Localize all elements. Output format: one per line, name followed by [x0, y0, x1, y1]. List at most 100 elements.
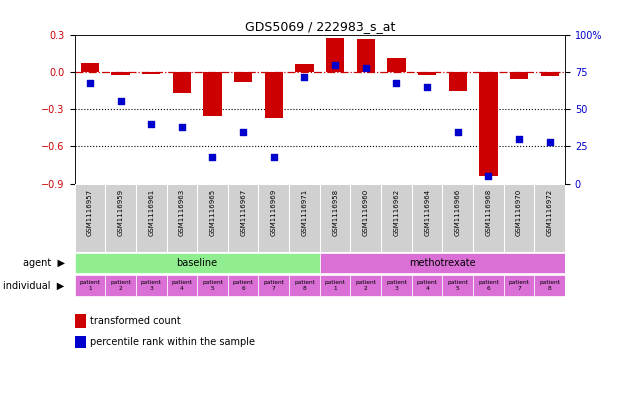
Text: individual  ▶: individual ▶ — [4, 281, 65, 290]
Point — [269, 154, 279, 160]
Bar — [142, 72, 160, 73]
Point — [299, 74, 309, 80]
Text: GSM1116962: GSM1116962 — [394, 189, 399, 236]
Point — [330, 62, 340, 68]
Bar — [289, 275, 320, 296]
Point — [391, 80, 401, 86]
FancyBboxPatch shape — [75, 184, 105, 252]
Text: patient
8: patient 8 — [540, 280, 560, 291]
Point — [238, 129, 248, 135]
Text: methotrexate: methotrexate — [409, 258, 476, 268]
Bar — [473, 275, 504, 296]
Point — [85, 80, 95, 86]
FancyBboxPatch shape — [535, 184, 565, 252]
Bar — [412, 275, 442, 296]
Bar — [448, 72, 467, 91]
Bar — [381, 275, 412, 296]
Text: patient
7: patient 7 — [263, 280, 284, 291]
Text: GSM1116970: GSM1116970 — [516, 189, 522, 236]
Bar — [540, 72, 559, 76]
Point — [146, 121, 156, 127]
Bar — [418, 72, 437, 75]
Point — [207, 154, 217, 160]
Bar — [320, 275, 350, 296]
Point — [177, 124, 187, 130]
Bar — [326, 38, 345, 72]
Bar — [479, 72, 497, 176]
Bar — [203, 72, 222, 116]
FancyBboxPatch shape — [381, 184, 412, 252]
Text: patient
2: patient 2 — [110, 280, 131, 291]
Point — [361, 65, 371, 71]
Bar — [388, 58, 406, 72]
Text: patient
3: patient 3 — [386, 280, 407, 291]
FancyBboxPatch shape — [136, 184, 166, 252]
FancyBboxPatch shape — [504, 184, 535, 252]
Text: GSM1116963: GSM1116963 — [179, 189, 185, 236]
Text: GSM1116958: GSM1116958 — [332, 189, 338, 236]
Text: GSM1116961: GSM1116961 — [148, 189, 154, 236]
Text: GSM1116964: GSM1116964 — [424, 189, 430, 236]
FancyBboxPatch shape — [228, 184, 258, 252]
Point — [116, 97, 125, 104]
Text: GSM1116967: GSM1116967 — [240, 189, 246, 236]
Bar — [173, 72, 191, 94]
FancyBboxPatch shape — [289, 184, 320, 252]
Bar — [234, 72, 252, 82]
Text: patient
5: patient 5 — [202, 280, 223, 291]
Text: patient
1: patient 1 — [79, 280, 100, 291]
Text: patient
6: patient 6 — [478, 280, 499, 291]
Text: patient
2: patient 2 — [355, 280, 376, 291]
Text: GSM1116966: GSM1116966 — [455, 189, 461, 236]
Point — [453, 129, 463, 135]
FancyBboxPatch shape — [197, 184, 228, 252]
Bar — [265, 72, 283, 118]
Point — [514, 136, 524, 142]
Text: GSM1116960: GSM1116960 — [363, 189, 369, 236]
Bar — [442, 275, 473, 296]
Text: agent  ▶: agent ▶ — [23, 258, 65, 268]
Text: GSM1116957: GSM1116957 — [87, 189, 93, 236]
Text: GSM1116959: GSM1116959 — [117, 189, 124, 236]
FancyBboxPatch shape — [442, 184, 473, 252]
Bar — [228, 275, 258, 296]
FancyBboxPatch shape — [258, 184, 289, 252]
Bar — [510, 72, 528, 79]
Text: GSM1116969: GSM1116969 — [271, 189, 277, 236]
Bar — [197, 275, 228, 296]
Text: patient
4: patient 4 — [417, 280, 438, 291]
FancyBboxPatch shape — [473, 184, 504, 252]
Bar — [535, 275, 565, 296]
Text: GSM1116971: GSM1116971 — [301, 189, 307, 236]
Text: patient
4: patient 4 — [171, 280, 193, 291]
Bar — [296, 64, 314, 72]
Bar — [350, 275, 381, 296]
Point — [545, 139, 555, 145]
Text: patient
7: patient 7 — [509, 280, 530, 291]
FancyBboxPatch shape — [412, 184, 442, 252]
FancyBboxPatch shape — [350, 184, 381, 252]
Bar — [504, 275, 535, 296]
Point — [484, 173, 494, 179]
Bar — [75, 275, 105, 296]
Bar — [136, 275, 166, 296]
Bar — [166, 275, 197, 296]
Point — [422, 84, 432, 90]
FancyBboxPatch shape — [166, 184, 197, 252]
Text: GSM1116968: GSM1116968 — [486, 189, 491, 236]
Bar — [320, 253, 565, 274]
Text: GSM1116972: GSM1116972 — [546, 189, 553, 236]
Bar — [105, 275, 136, 296]
FancyBboxPatch shape — [320, 184, 350, 252]
Text: transformed count: transformed count — [90, 316, 181, 327]
Text: patient
6: patient 6 — [233, 280, 253, 291]
Text: patient
3: patient 3 — [141, 280, 161, 291]
Bar — [356, 39, 375, 72]
Bar — [111, 72, 130, 75]
FancyBboxPatch shape — [105, 184, 136, 252]
Bar — [258, 275, 289, 296]
Text: patient
8: patient 8 — [294, 280, 315, 291]
Text: patient
1: patient 1 — [325, 280, 345, 291]
Text: baseline: baseline — [176, 258, 218, 268]
Text: patient
5: patient 5 — [447, 280, 468, 291]
